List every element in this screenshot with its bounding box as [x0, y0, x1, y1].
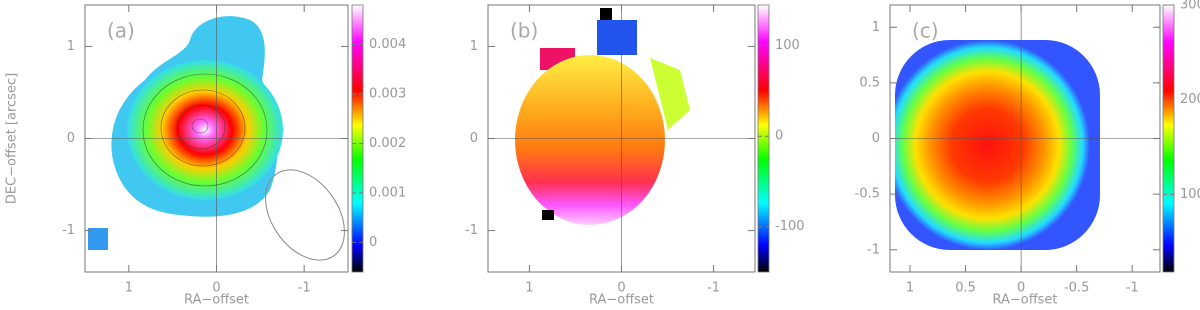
- x-axis-label: RA−offset: [992, 293, 1057, 308]
- colorbar: [757, 4, 770, 273]
- y-tick-label: 0: [67, 131, 75, 146]
- y-tick-label: -0.5: [855, 187, 880, 202]
- image-a: [88, 16, 345, 261]
- y-tick-label: 1: [872, 20, 880, 35]
- y-tick-label: 1: [67, 39, 75, 54]
- y-tick-label: 0: [872, 131, 880, 146]
- image-c: [895, 40, 1100, 250]
- colorbar-tick-label: 0.001: [369, 185, 406, 200]
- x-tick-label: 1: [525, 281, 533, 296]
- y-tick-label: -1: [465, 223, 478, 238]
- x-tick-label: 0.5: [955, 281, 976, 296]
- y-tick-label: -1: [62, 223, 75, 238]
- colorbar-tick-label: 0.003: [369, 87, 406, 102]
- panel-label: (a): [107, 19, 135, 43]
- panel-label: (c): [912, 19, 939, 43]
- colorbar-tick-label: 100: [1180, 187, 1200, 202]
- x-tick-label: 0: [212, 281, 220, 296]
- y-tick-label: -1: [867, 242, 880, 257]
- colorbar-tick-label: 0: [369, 235, 377, 250]
- x-tick-label: 1: [906, 281, 914, 296]
- y-axis-label: DEC−offset [arcsec]: [5, 73, 20, 204]
- x-tick-label: 0: [1017, 281, 1025, 296]
- colorbar-tick-label: 0: [775, 129, 783, 144]
- x-tick-label: 1: [125, 281, 133, 296]
- colorbar-tick-label: 0.002: [369, 136, 406, 151]
- colorbar-tick-label: 200: [1180, 92, 1200, 107]
- y-tick-label: 0.5: [859, 75, 880, 90]
- x-tick-label: -0.5: [1064, 281, 1089, 296]
- colorbar-tick-label: 300: [1180, 0, 1200, 13]
- colorbar: [1162, 4, 1175, 273]
- colorbar-tick-label: 0.004: [369, 37, 406, 52]
- x-tick-label: -1: [1126, 281, 1139, 296]
- image-b: [515, 8, 690, 225]
- x-tick-label: -1: [707, 281, 720, 296]
- x-axis-label: RA−offset: [184, 293, 249, 308]
- colorbar-tick-label: 100: [775, 38, 800, 53]
- x-axis-label: RA−offset: [589, 293, 654, 308]
- colorbar: [351, 4, 364, 273]
- x-tick-label: 0: [617, 281, 625, 296]
- x-tick-label: -1: [298, 281, 311, 296]
- panel-label: (b): [510, 19, 538, 43]
- y-tick-label: 0: [470, 131, 478, 146]
- colorbar-tick-label: -100: [775, 219, 805, 234]
- y-tick-label: 1: [470, 39, 478, 54]
